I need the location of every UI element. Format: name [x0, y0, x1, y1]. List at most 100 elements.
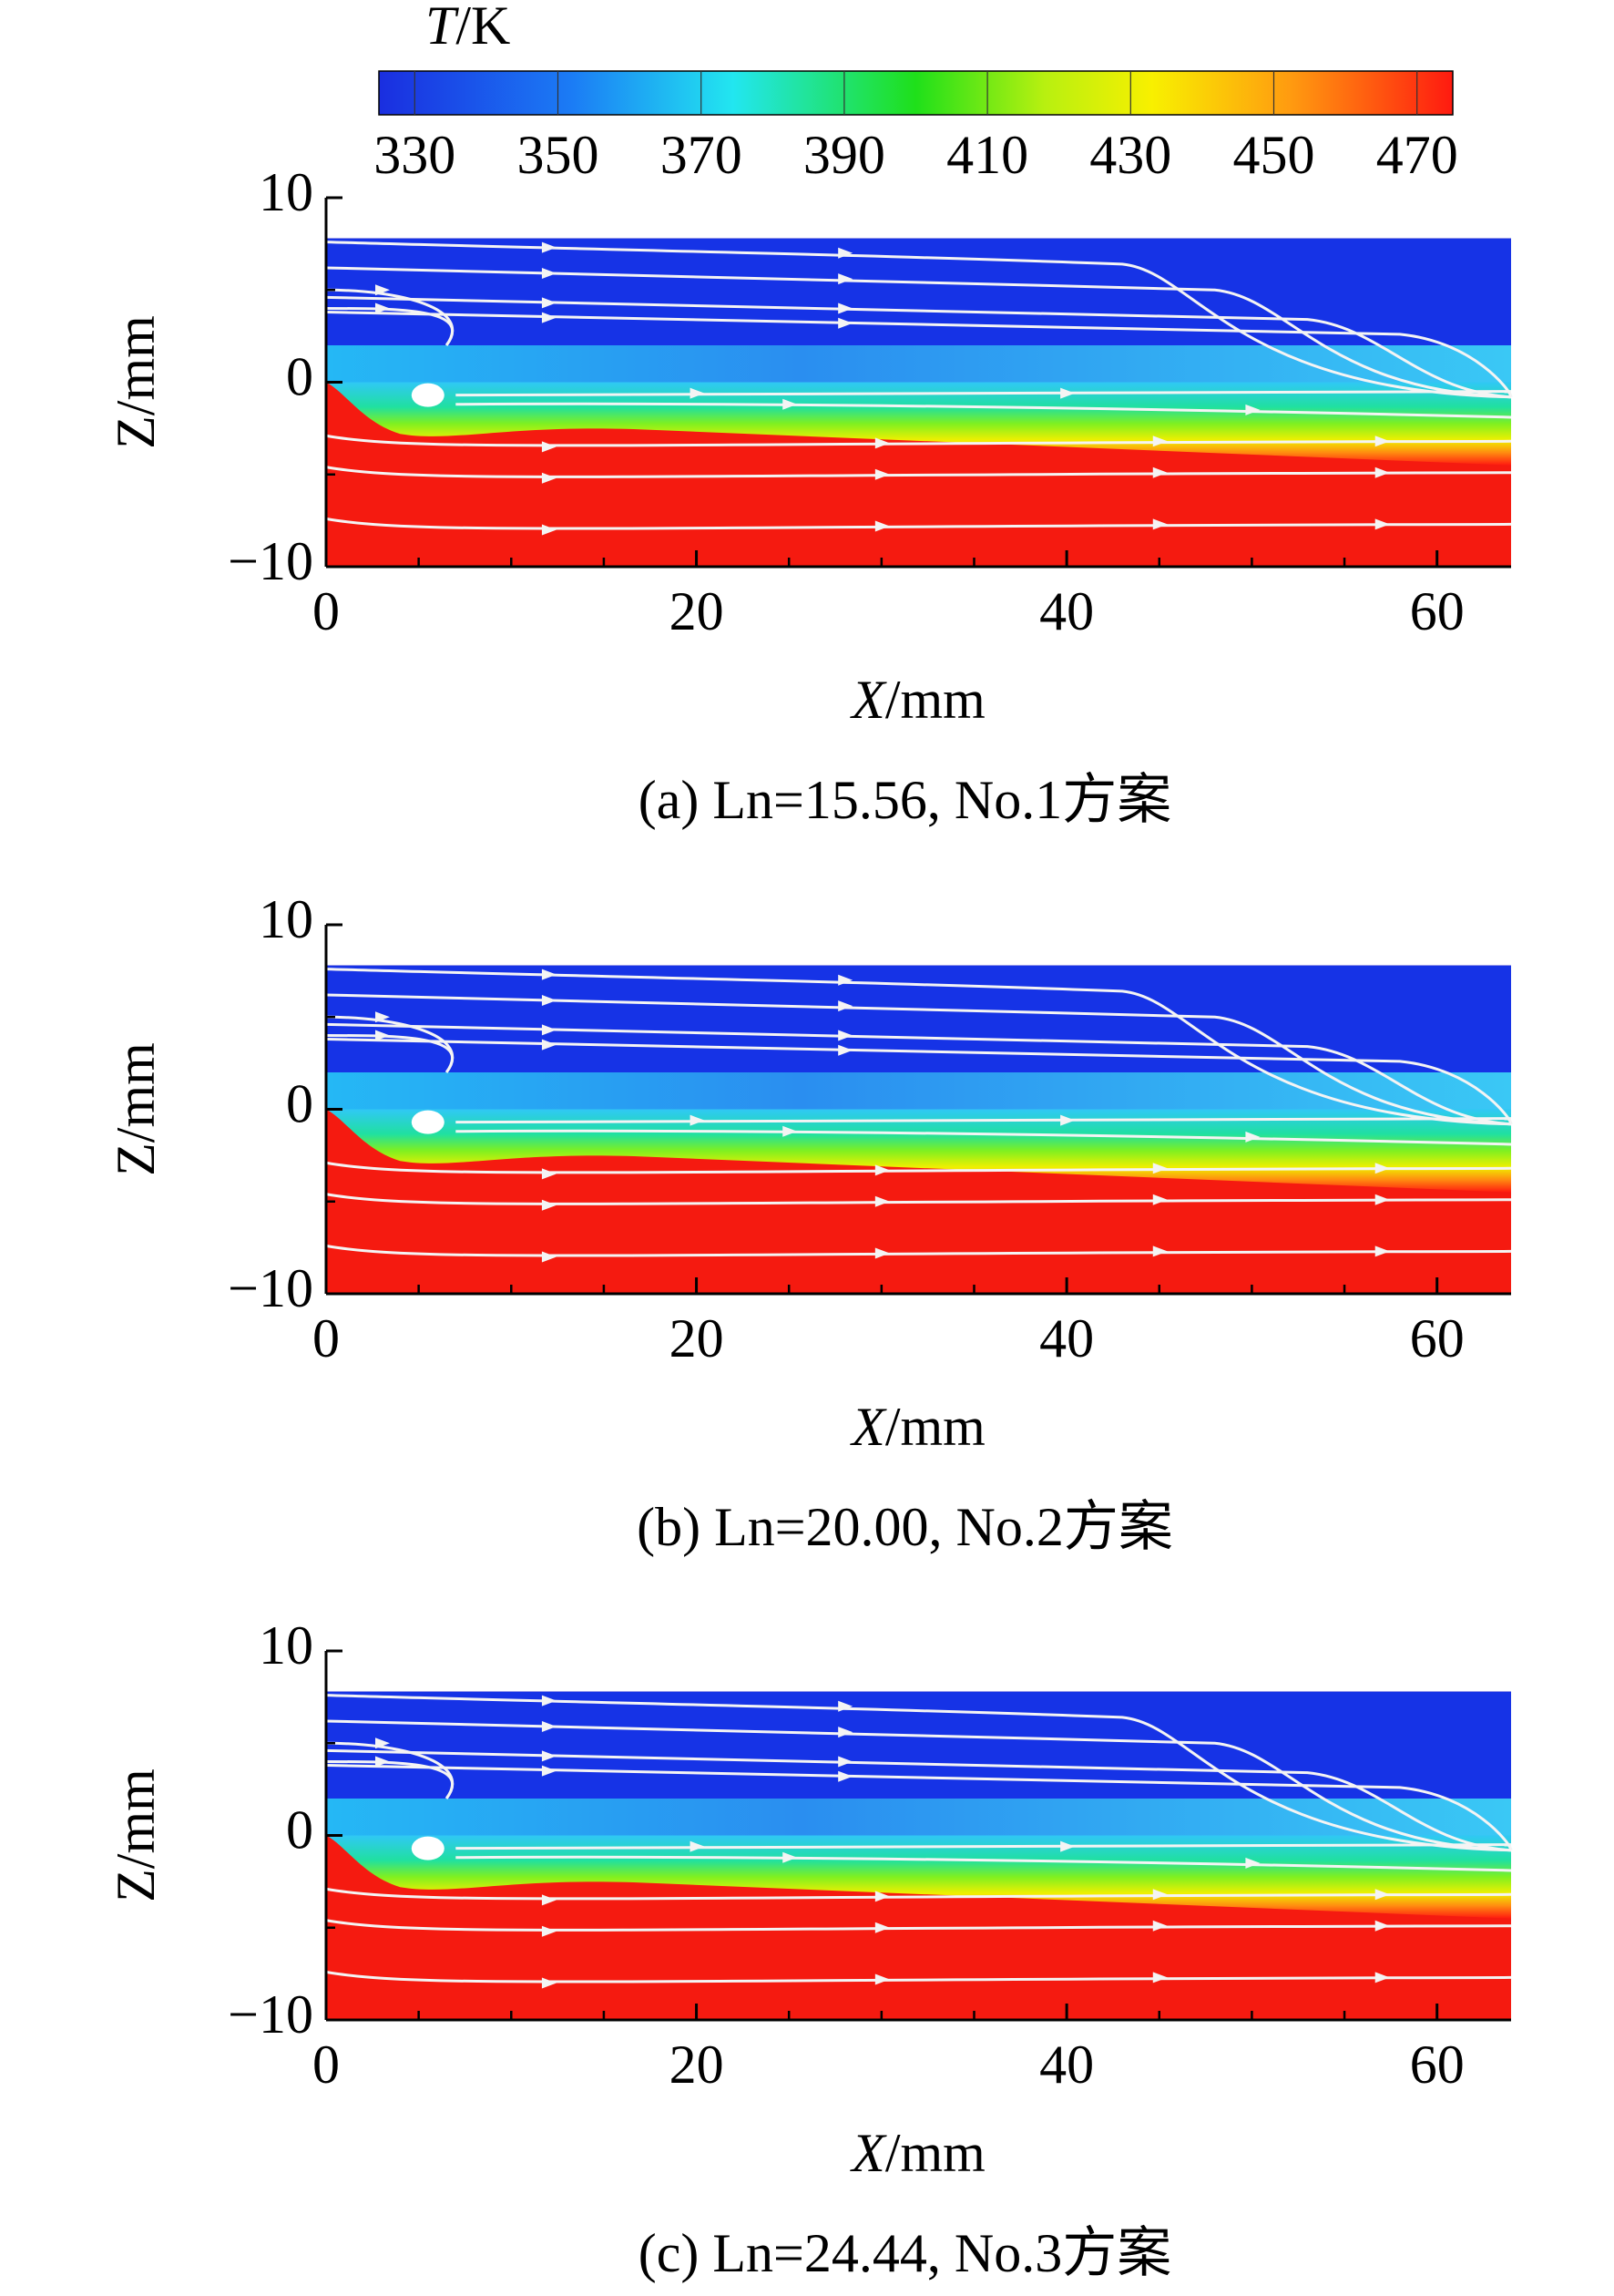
colorbar	[378, 70, 1454, 116]
colorbar-tick-label: 410	[946, 125, 1028, 185]
y-tick-label: 0	[286, 1799, 313, 1860]
streamline-arrow	[374, 284, 390, 296]
streamline-arrow	[1245, 1131, 1261, 1143]
streamline-arrow	[874, 437, 890, 449]
x-tick-label: 20	[669, 2035, 724, 2095]
streamline	[325, 1694, 1512, 1852]
streamline-arrow	[1152, 1245, 1168, 1257]
x-tick-label: 60	[1410, 581, 1465, 641]
x-tick-label: 0	[312, 581, 340, 641]
caption: (c) Ln=24.44, No.3方案	[638, 2223, 1171, 2283]
streamline-arrow	[690, 387, 705, 399]
streamline-arrow	[1374, 436, 1390, 447]
y-axis-label: Z/mm	[106, 315, 166, 449]
streamline	[325, 295, 1512, 399]
streamline	[325, 1887, 1512, 1901]
x-axis-label: X/mm	[850, 1397, 986, 1457]
streamline-arrow	[1374, 1194, 1390, 1205]
streamline-arrow	[874, 1922, 890, 1933]
colorbar-tick-label: 350	[517, 125, 599, 185]
streamline-arrow	[1245, 1857, 1261, 1869]
streamline	[325, 1161, 1512, 1174]
x-tick-label: 40	[1039, 581, 1094, 641]
x-tick-label: 60	[1410, 2035, 1465, 2095]
streamline-arrow	[1152, 518, 1168, 530]
streamline-arrow	[838, 974, 853, 986]
cold-region	[326, 1691, 1511, 1799]
streamline	[325, 311, 1513, 398]
streamline	[325, 307, 455, 346]
streamline-arrow	[541, 1750, 557, 1762]
streamline	[455, 1843, 1512, 1850]
streamline-arrow	[1245, 404, 1261, 415]
streamline-arrow	[541, 995, 557, 1007]
streamline	[455, 1117, 1512, 1124]
streamline-arrow	[1152, 436, 1168, 447]
streamline-arrow	[1060, 387, 1076, 399]
streamline	[325, 968, 1512, 1126]
streamline-arrow	[838, 317, 853, 329]
streamline-arrow	[541, 1024, 557, 1036]
streamline-arrow	[838, 1700, 853, 1712]
streamline-arrow	[874, 1195, 890, 1207]
colorbar-tick-label: 370	[660, 125, 742, 185]
caption: (a) Ln=15.56, No.1方案	[638, 770, 1171, 830]
streamline-arrow	[838, 1030, 853, 1041]
streamline-arrow	[838, 1000, 853, 1012]
cold-region	[326, 238, 1511, 345]
streamline	[325, 1764, 1513, 1851]
streamline	[325, 266, 1512, 399]
colorbar-tick-label: 470	[1376, 125, 1458, 185]
jet-core	[411, 383, 444, 407]
contour-field	[325, 1691, 1513, 2020]
x-tick-label: 40	[1039, 2035, 1094, 2095]
streamline-arrow	[1152, 1194, 1168, 1205]
streamline-arrow	[374, 1737, 390, 1749]
y-axis-label: Z/mm	[106, 1768, 166, 1902]
y-tick-label: −10	[228, 1984, 313, 2045]
streamline-arrow	[1374, 1245, 1390, 1257]
y-tick-label: 10	[259, 162, 313, 222]
streamline-arrow	[874, 1973, 890, 1985]
streamline-arrow	[838, 1770, 853, 1782]
x-tick-label: 40	[1039, 1308, 1094, 1368]
streamline-arrow	[874, 468, 890, 480]
streamline	[455, 1855, 1512, 1872]
streamline-arrow	[874, 1891, 890, 1902]
x-tick-label: 0	[312, 1308, 340, 1368]
streamline-arrow	[541, 1039, 557, 1051]
streamline-arrow	[1374, 518, 1390, 530]
streamline-arrow	[838, 247, 853, 259]
streamline-arrow	[1060, 1840, 1076, 1852]
streamline-arrow	[374, 302, 390, 314]
x-axis-label: X/mm	[850, 2123, 986, 2183]
y-tick-label: −10	[228, 1258, 313, 1318]
colorbar-tick-label: 390	[803, 125, 885, 185]
streamline	[325, 466, 1512, 478]
streamline	[325, 1760, 455, 1799]
streamline-arrow	[541, 1925, 557, 1937]
streamline-arrow	[541, 268, 557, 280]
streamline-arrow	[1374, 466, 1390, 478]
streamline-arrow	[541, 441, 557, 453]
x-tick-label: 60	[1410, 1308, 1465, 1368]
colorbar-tick-label: 450	[1233, 125, 1315, 185]
x-axis-label: X/mm	[850, 670, 986, 730]
streamline	[325, 434, 1512, 447]
streamline-arrow	[1374, 1163, 1390, 1174]
streamline-arrow	[374, 1030, 390, 1041]
streamline-arrow	[1152, 1163, 1168, 1174]
caption: (b) Ln=20.00, No.2方案	[637, 1497, 1173, 1557]
streamline-arrow	[782, 1851, 798, 1863]
streamline-arrow	[541, 472, 557, 484]
streamline	[325, 1034, 455, 1073]
colorbar-tick-label: 430	[1089, 125, 1171, 185]
streamline-arrow	[541, 1695, 557, 1707]
streamline-arrow	[541, 1894, 557, 1906]
streamline-arrow	[541, 241, 557, 253]
streamline-arrow	[874, 1164, 890, 1176]
streamline-arrow	[1060, 1114, 1076, 1126]
streamline	[325, 1193, 1512, 1205]
streamline-arrow	[374, 1011, 390, 1023]
